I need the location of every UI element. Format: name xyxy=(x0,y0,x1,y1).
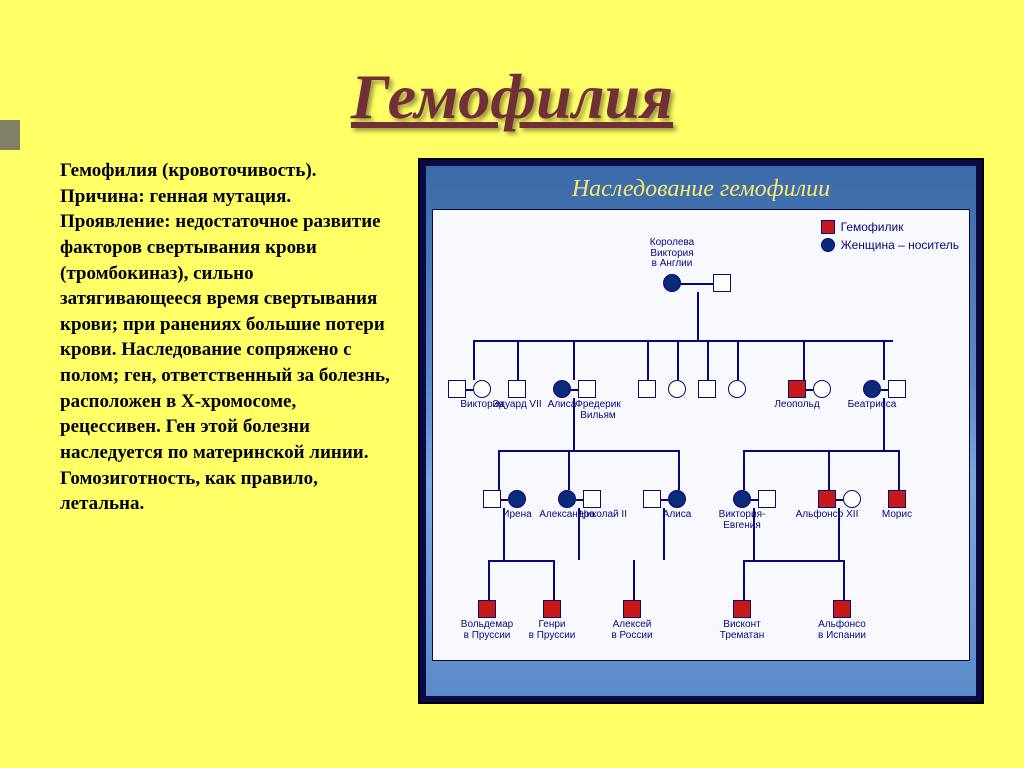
connector-v xyxy=(677,340,679,380)
pedigree-node-g2h_sq xyxy=(788,380,806,398)
pedigree-label-g4a: Вольдемарв Пруссии xyxy=(461,620,513,641)
legend-carrier: Женщина – носитель xyxy=(821,238,959,252)
pedigree-node-g3a_sq xyxy=(483,490,501,508)
description-text: Гемофилия (кровоточивость). Причина: ген… xyxy=(60,158,400,704)
pedigree-node-g4a xyxy=(478,600,496,618)
pedigree-node-albert xyxy=(713,274,731,292)
connector-h xyxy=(501,499,508,501)
pedigree-node-g4c xyxy=(623,600,641,618)
connector-v xyxy=(828,450,830,490)
connector-h xyxy=(806,389,813,391)
pedigree-label-g3c_ci: Алиса xyxy=(663,510,692,521)
pedigree-node-g2a_sq xyxy=(448,380,466,398)
connector-v xyxy=(553,560,555,600)
pedigree-node-g2f_sq xyxy=(698,380,716,398)
connector-v xyxy=(473,340,475,380)
connector-h xyxy=(881,389,888,391)
chart-title: Наследование гемофилии xyxy=(432,172,970,209)
pedigree-node-g3c_sq xyxy=(643,490,661,508)
legend-affected: Гемофилик xyxy=(821,220,959,234)
connector-v xyxy=(743,450,745,490)
connector-v xyxy=(517,340,519,380)
pedigree-node-g2c_sq xyxy=(578,380,596,398)
pedigree-node-g2a_ci xyxy=(473,380,491,398)
pedigree-label-g2b_sq: Эдуард VII xyxy=(492,400,541,411)
connector-h xyxy=(743,450,898,452)
pedigree-node-g2i_ci xyxy=(863,380,881,398)
connector-v xyxy=(743,560,745,600)
connector-v xyxy=(568,450,570,490)
pedigree-node-g4b xyxy=(543,600,561,618)
pedigree-label-victoria: КоролеваВикторияв Англии xyxy=(650,238,694,270)
connector-v xyxy=(697,292,699,340)
connector-v xyxy=(737,340,739,380)
connector-h xyxy=(681,283,713,285)
accent-bar xyxy=(0,120,20,150)
pedigree-node-g3d_ci xyxy=(733,490,751,508)
connector-v xyxy=(498,450,500,490)
connector-v xyxy=(843,560,845,600)
connector-h xyxy=(488,560,553,562)
pedigree-label-g4e: Альфонсов Испании xyxy=(818,620,866,641)
pedigree-label-g3a_ci: Ирена xyxy=(502,510,531,521)
pedigree-node-g2e_ci xyxy=(668,380,686,398)
connector-v xyxy=(573,340,575,380)
pedigree-node-victoria xyxy=(663,274,681,292)
pedigree-node-g2b_sq xyxy=(508,380,526,398)
connector-h xyxy=(836,499,843,501)
pedigree-label-g3f_sq: Морис xyxy=(882,510,912,521)
connector-v xyxy=(678,450,680,490)
pedigree-node-g2d_sq xyxy=(638,380,656,398)
pedigree-node-g2g_ci xyxy=(728,380,746,398)
connector-h xyxy=(498,450,678,452)
content-row: Гемофилия (кровоточивость). Причина: ген… xyxy=(0,134,1024,704)
pedigree-label-g4d: ВисконтТрематан xyxy=(720,620,764,641)
connector-v xyxy=(488,560,490,600)
pedigree-node-g3f_sq xyxy=(888,490,906,508)
pedigree-node-g3a_ci xyxy=(508,490,526,508)
connector-h xyxy=(661,499,668,501)
pedigree-label-g3d_ci: Виктория-Евгения xyxy=(719,510,766,531)
pedigree-node-g2c_ci xyxy=(553,380,571,398)
connector-v xyxy=(883,340,885,380)
connector-h xyxy=(571,389,578,391)
legend-carrier-icon xyxy=(821,238,835,252)
pedigree-node-g2h_ci xyxy=(813,380,831,398)
connector-h xyxy=(466,389,473,391)
pedigree-node-g3b_ci xyxy=(558,490,576,508)
pedigree-node-g3d_sq xyxy=(758,490,776,508)
pedigree-label-g3e_sq: Альфонсо XII xyxy=(796,510,859,521)
legend: Гемофилик Женщина – носитель xyxy=(821,220,959,256)
chart-inner: Наследование гемофилии Гемофилик Женщина… xyxy=(426,166,976,696)
connector-v xyxy=(647,340,649,380)
connector-v xyxy=(707,340,709,380)
pedigree-node-g4e xyxy=(833,600,851,618)
pedigree-label-g2h_sq: Леопольд xyxy=(774,400,819,411)
pedigree-chart: Наследование гемофилии Гемофилик Женщина… xyxy=(418,158,984,704)
connector-h xyxy=(576,499,583,501)
pedigree-node-g2i_sq xyxy=(888,380,906,398)
connector-h xyxy=(743,560,843,562)
pedigree-node-g3c_ci xyxy=(668,490,686,508)
pedigree-panel: Гемофилик Женщина – носитель КоролеваВик… xyxy=(432,209,970,661)
connector-v xyxy=(898,450,900,490)
pedigree-label-g3b_sq: Николай II xyxy=(579,510,627,521)
pedigree-label-g2i_ci: Беатрисса xyxy=(848,400,897,411)
pedigree-node-g3b_sq xyxy=(583,490,601,508)
pedigree-label-g4b: Генрив Пруссии xyxy=(529,620,576,641)
connector-h xyxy=(473,340,893,342)
connector-v xyxy=(633,560,635,600)
pedigree-label-g4c: Алексейв России xyxy=(611,620,652,641)
pedigree-node-g3e_sq xyxy=(818,490,836,508)
pedigree-node-g4d xyxy=(733,600,751,618)
pedigree-node-g3e_ci xyxy=(843,490,861,508)
legend-carrier-label: Женщина – носитель xyxy=(841,238,959,252)
slide-title: Гемофилия xyxy=(0,0,1024,134)
pedigree-label-g2c_sq: ФредерикВильям xyxy=(575,400,620,421)
connector-h xyxy=(751,499,758,501)
legend-affected-label: Гемофилик xyxy=(841,220,904,234)
connector-v xyxy=(803,340,805,380)
legend-affected-icon xyxy=(821,220,835,234)
pedigree-label-g2c_ci: Алиса xyxy=(548,400,577,411)
